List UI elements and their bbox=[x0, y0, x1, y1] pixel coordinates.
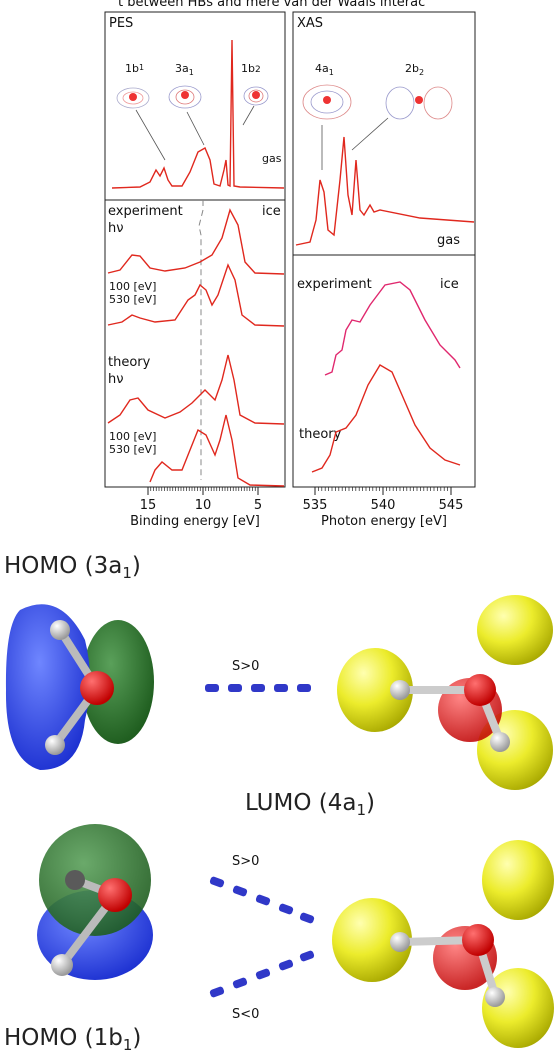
orbital-label: 4a1 bbox=[315, 62, 334, 77]
theory-label: theory bbox=[108, 355, 151, 370]
xas-gas-spectrum bbox=[296, 137, 474, 245]
pes-title: PES bbox=[109, 16, 133, 31]
x-tick-label: 540 bbox=[371, 498, 396, 513]
gas-label: gas bbox=[437, 233, 460, 248]
leader-lines bbox=[136, 106, 254, 160]
leader-lines bbox=[322, 118, 388, 170]
overlap-label: S>0 bbox=[232, 659, 259, 674]
x-tick-label: 5 bbox=[254, 498, 262, 513]
energy-label: 530 [eV] bbox=[109, 443, 156, 456]
homo-3a1-render bbox=[6, 604, 154, 770]
xas-theory-spectrum bbox=[312, 365, 460, 472]
pes-ice-spectrum bbox=[108, 210, 284, 274]
orbital-title: LUMO (4a1) bbox=[245, 790, 375, 819]
energy-label: 100 [eV] bbox=[109, 430, 156, 443]
overlap-dashes bbox=[205, 684, 311, 692]
x-tick-label: 535 bbox=[303, 498, 328, 513]
x-tick-label: 10 bbox=[195, 498, 212, 513]
lumo-render bbox=[337, 595, 553, 790]
lumo-render bbox=[332, 840, 554, 1048]
caption: t between HBs and mere van der Waals int… bbox=[118, 0, 425, 10]
x-tick-label: 15 bbox=[140, 498, 157, 513]
gas-label: gas bbox=[262, 152, 282, 165]
xas-frame bbox=[293, 12, 475, 487]
overlap-label: S>0 bbox=[232, 854, 259, 869]
orbital-label: 3a1 bbox=[175, 62, 194, 77]
pes-theory-spectrum bbox=[150, 415, 284, 486]
energy-label: 100 [eV] bbox=[109, 280, 156, 293]
experiment-label: experiment bbox=[297, 277, 372, 292]
xas-title: XAS bbox=[297, 16, 323, 31]
x-tick-label: 545 bbox=[439, 498, 464, 513]
pes-x-axis: 15 10 5 bbox=[140, 487, 262, 513]
energy-label: 530 [eV] bbox=[109, 293, 156, 306]
overlap-dashes bbox=[209, 876, 315, 998]
orbital-title: HOMO (1b1) bbox=[4, 1025, 141, 1054]
homo-1b1-render bbox=[37, 824, 153, 980]
experiment-label: experiment bbox=[108, 204, 183, 219]
ice-label: ice bbox=[262, 204, 281, 219]
orbital-title: HOMO (3a1) bbox=[4, 553, 141, 582]
orbital-icons bbox=[303, 85, 452, 119]
orbital-icons bbox=[117, 86, 268, 108]
xas-x-axis: 535 540 545 bbox=[303, 487, 464, 513]
orbital-label: 2b2 bbox=[405, 62, 424, 77]
x-axis-label: Photon energy [eV] bbox=[321, 514, 447, 529]
overlap-label: S<0 bbox=[232, 1007, 259, 1022]
reference-line bbox=[199, 200, 203, 480]
ice-label: ice bbox=[440, 277, 459, 292]
figure: t between HBs and mere van der Waals int… bbox=[0, 0, 555, 1056]
x-axis-label: Binding energy [eV] bbox=[130, 514, 260, 529]
orbital-label: 1b2 bbox=[241, 62, 261, 75]
photon-label: hν bbox=[108, 372, 124, 387]
photon-label: hν bbox=[108, 221, 124, 236]
xas-ice-spectrum bbox=[325, 282, 460, 375]
pes-frame bbox=[105, 12, 285, 487]
orbital-label: 1b1 bbox=[125, 62, 144, 75]
